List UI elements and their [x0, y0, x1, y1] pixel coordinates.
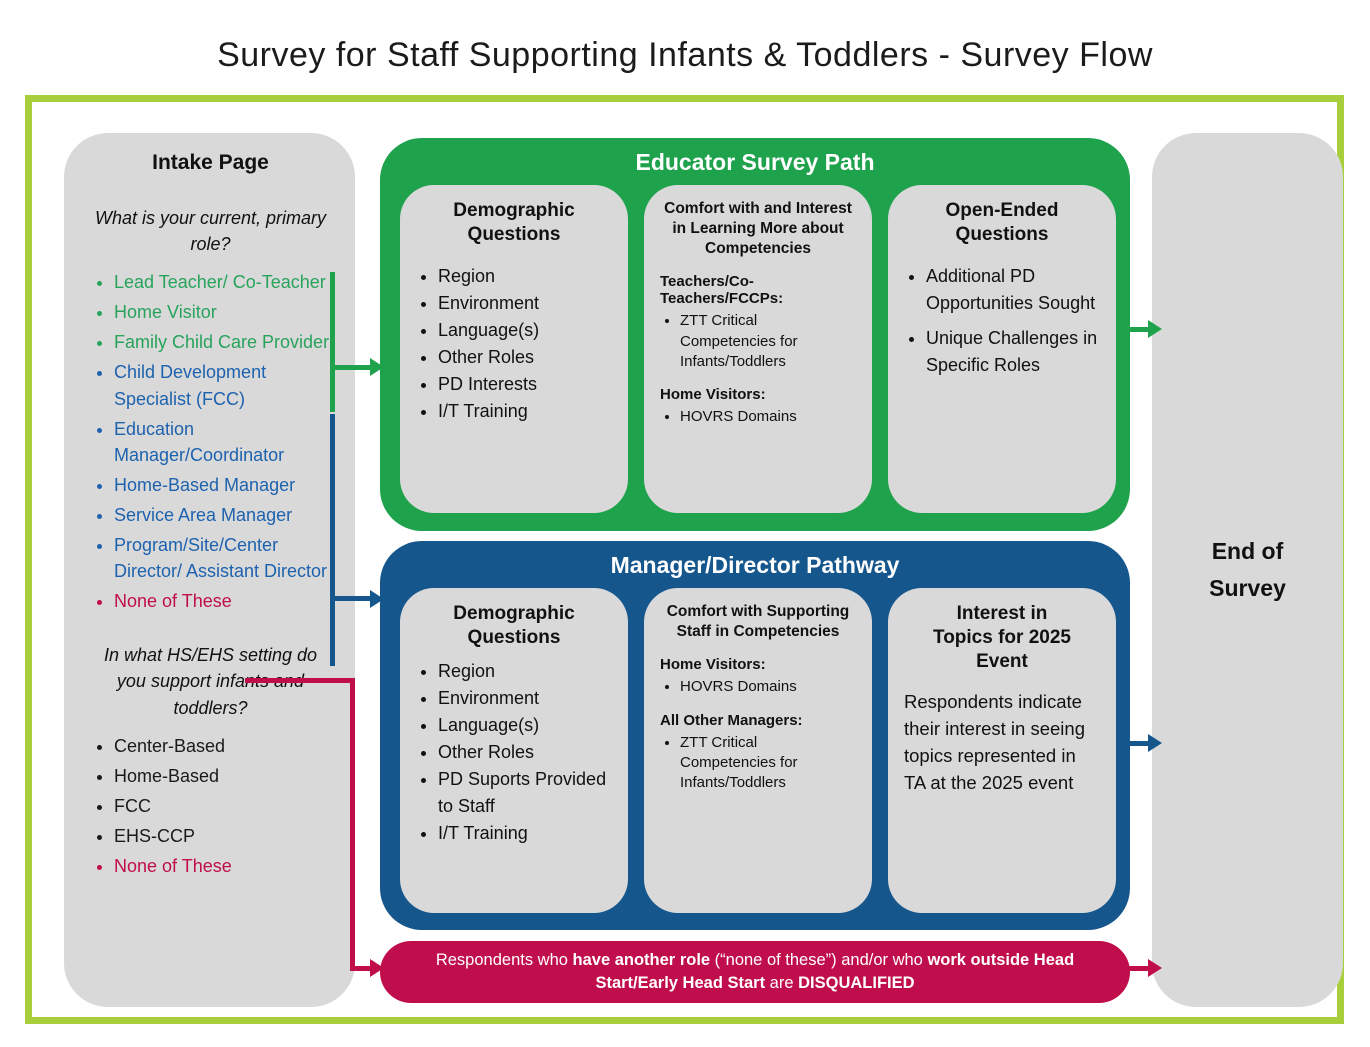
group-label: Home Visitors: [660, 386, 766, 404]
role-option-educator: Home Visitor [114, 299, 331, 325]
setting-option: FCC [114, 793, 331, 819]
educator-open-ended-card: Open-Ended Questions Additional PD Oppor… [888, 185, 1116, 513]
open-ended-items-list: Additional PD Opportunities Sought Uniqu… [904, 263, 1100, 379]
card-title: Demographic Questions [453, 603, 575, 648]
role-option-manager: Service Area Manager [114, 502, 331, 528]
disqualified-line-horizontal [245, 678, 355, 683]
manager-path-title: Manager/Director Pathway [610, 552, 900, 578]
manager-arrow-line [330, 596, 372, 601]
role-option-none: None of These [114, 588, 331, 614]
list-item: HOVRS Domains [680, 407, 856, 427]
group-label: Home Visitors: [660, 656, 766, 674]
intake-page-box: Intake Page What is your current, primar… [64, 133, 355, 1007]
group-label: Teachers/Co-Teachers/FCCPs: [660, 273, 784, 308]
intake-question-role: What is your current, primary role? [94, 208, 327, 255]
page-title: Survey for Staff Supporting Infants & To… [217, 36, 1153, 74]
educator-end-arrowhead-icon [1148, 320, 1162, 338]
list-item: Other Roles [438, 739, 612, 766]
disqualified-arrowhead-icon [370, 959, 384, 977]
setting-option: Home-Based [114, 763, 331, 789]
card-title: Open-Ended Questions [945, 200, 1059, 245]
list-item: Environment [438, 685, 612, 712]
list-item: PD Interests [438, 371, 612, 398]
disqualified-line-bottom [350, 966, 372, 971]
list-item: Language(s) [438, 712, 612, 739]
disqualified-banner: Respondents who have another role (“none… [380, 941, 1130, 1003]
disqualified-text-bold: DISQUALIFIED [798, 974, 915, 992]
list-item: Region [438, 263, 612, 290]
list-item: I/T Training [438, 820, 612, 847]
manager-end-arrow-line [1128, 741, 1150, 746]
disqualified-text-bold: have another role [572, 950, 711, 969]
end-of-survey-label: End of Survey [1209, 538, 1286, 601]
list-item: Unique Challenges in Specific Roles [926, 325, 1100, 379]
group-items-list: HOVRS Domains [660, 407, 856, 427]
demographic-items-list: Region Environment Language(s) Other Rol… [416, 658, 612, 847]
card-title: Interest in Topics for 2025 Event [933, 603, 1071, 672]
list-item: ZTT Critical Competencies for Infants/To… [680, 311, 856, 372]
role-option-manager: Education Manager/Coordinator [114, 416, 331, 468]
competency-group: Home Visitors: HOVRS Domains [660, 656, 856, 697]
educator-demographic-card: Demographic Questions Region Environment… [400, 185, 628, 513]
disqualified-text-segment: Respondents who [435, 950, 573, 969]
disqualified-line-vertical [350, 678, 355, 971]
manager-director-pathway-box: Manager/Director Pathway Demographic Que… [380, 541, 1130, 930]
educator-roles-bracket-line [330, 272, 335, 412]
manager-competencies-card: Comfort with Supporting Staff in Compete… [644, 588, 872, 913]
demographic-items-list: Region Environment Language(s) Other Rol… [416, 263, 612, 425]
setting-options-list: Center-Based Home-Based FCC EHS-CCP None… [90, 733, 331, 879]
group-items-list: HOVRS Domains [660, 677, 856, 697]
list-item: PD Suports Provided to Staff [438, 766, 612, 820]
setting-option-none: None of These [114, 853, 331, 879]
educator-arrowhead-icon [370, 358, 384, 376]
setting-option: EHS-CCP [114, 823, 331, 849]
competency-group: Home Visitors: HOVRS Domains [660, 386, 856, 427]
card-title: Comfort with Supporting Staff in Compete… [666, 603, 850, 641]
manager-arrowhead-icon [370, 590, 384, 608]
educator-competencies-card: Comfort with and Interest in Learning Mo… [644, 185, 872, 513]
intake-question-setting: In what HS/EHS setting do you support in… [103, 645, 318, 718]
role-options-list: Lead Teacher/ Co-Teacher Home Visitor Fa… [90, 269, 331, 614]
intake-title: Intake Page [152, 151, 269, 174]
card-body-text: Respondents indicate their interest in s… [904, 691, 1085, 793]
disqualified-text-bold: work outside Head Start/Early Head Start [595, 950, 1075, 992]
educator-survey-path-box: Educator Survey Path Demographic Questio… [380, 138, 1130, 531]
list-item: Environment [438, 290, 612, 317]
role-option-educator: Lead Teacher/ Co-Teacher [114, 269, 331, 295]
list-item: ZTT Critical Competencies for Infants/To… [680, 733, 856, 794]
educator-arrow-line [330, 365, 372, 370]
list-item: I/T Training [438, 398, 612, 425]
group-label: All Other Managers: [660, 711, 803, 729]
disqualified-end-arrowhead-icon [1148, 959, 1162, 977]
card-title: Demographic Questions [453, 200, 575, 245]
disqualified-text: Respondents who have another role (“none… [414, 949, 1096, 995]
role-option-manager: Home-Based Manager [114, 472, 331, 498]
manager-end-arrowhead-icon [1148, 734, 1162, 752]
end-of-survey-box: End of Survey [1152, 133, 1343, 1007]
manager-demographic-card: Demographic Questions Region Environment… [400, 588, 628, 913]
card-title: Comfort with and Interest in Learning Mo… [664, 200, 852, 258]
list-item: Region [438, 658, 612, 685]
list-item: HOVRS Domains [680, 677, 856, 697]
list-item: Additional PD Opportunities Sought [926, 263, 1100, 317]
educator-end-arrow-line [1128, 327, 1150, 332]
educator-path-title: Educator Survey Path [635, 149, 875, 175]
group-items-list: ZTT Critical Competencies for Infants/To… [660, 311, 856, 372]
manager-2025-topics-card: Interest in Topics for 2025 Event Respon… [888, 588, 1116, 913]
setting-option: Center-Based [114, 733, 331, 759]
disqualified-end-arrow-line [1128, 966, 1150, 971]
role-option-manager: Child Development Specialist (FCC) [114, 359, 331, 411]
group-items-list: ZTT Critical Competencies for Infants/To… [660, 733, 856, 794]
disqualified-text-segment: are [765, 974, 799, 992]
disqualified-text-segment: (“none of these”) and/or who [710, 950, 928, 969]
competency-group: Teachers/Co-Teachers/FCCPs: ZTT Critical… [660, 273, 856, 372]
list-item: Other Roles [438, 344, 612, 371]
role-option-educator: Family Child Care Provider [114, 329, 331, 355]
role-option-manager: Program/Site/Center Director/ Assistant … [114, 532, 331, 584]
competency-group: All Other Managers: ZTT Critical Compete… [660, 712, 856, 794]
list-item: Language(s) [438, 317, 612, 344]
manager-roles-bracket-line [330, 414, 335, 666]
